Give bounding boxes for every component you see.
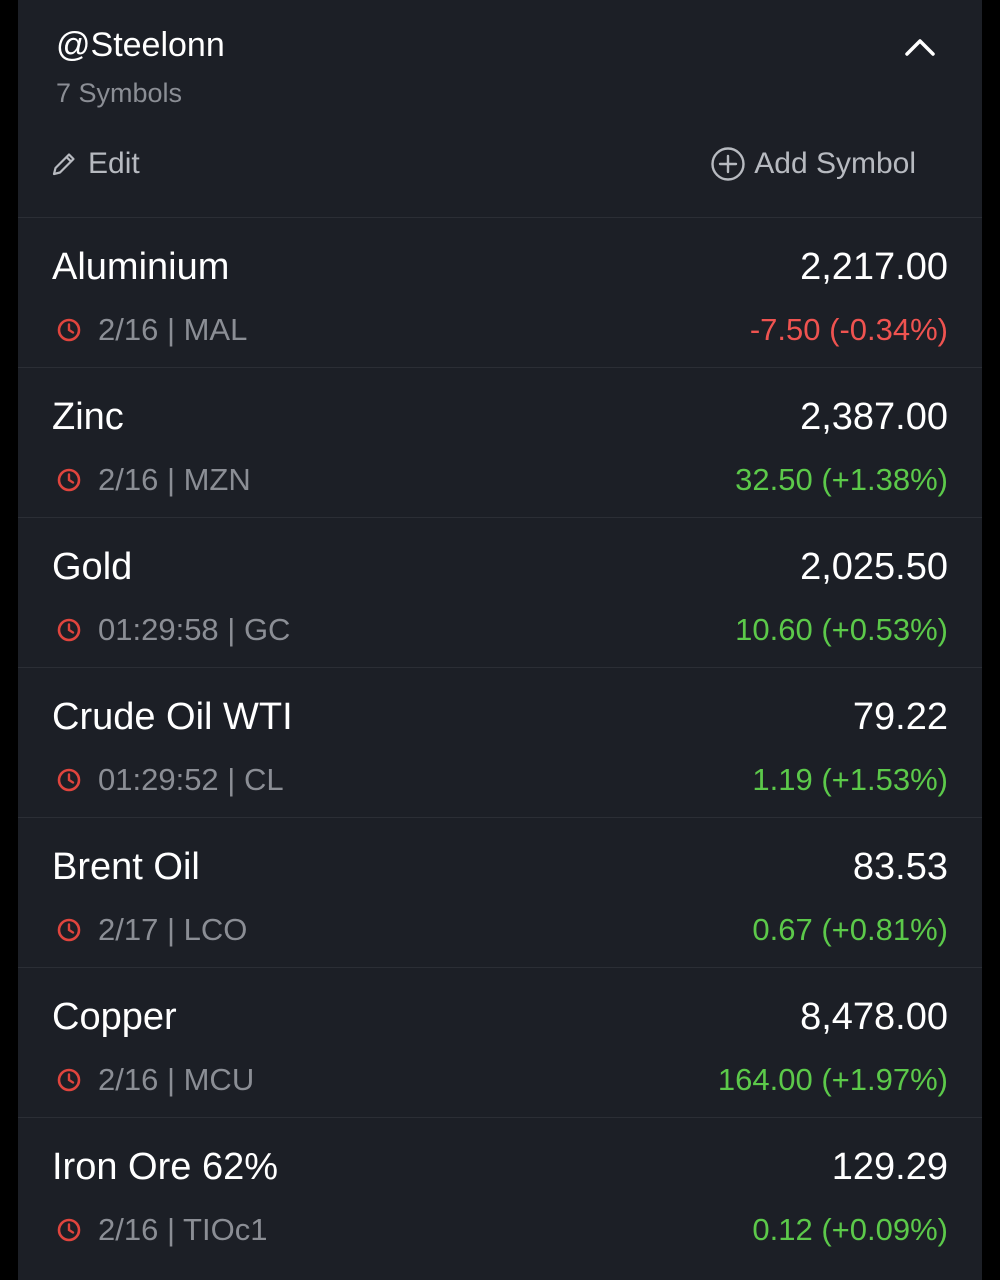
symbol-row[interactable]: Iron Ore 62% 129.29 2/16 | TIOc1 0.12 (+…	[18, 1118, 982, 1268]
symbol-price: 83.53	[852, 846, 948, 888]
symbol-meta: 2/16 | MZN	[56, 462, 251, 498]
add-symbol-label: Add Symbol	[754, 147, 916, 180]
symbol-price: 2,217.00	[800, 246, 948, 288]
symbol-name: Brent Oil	[52, 846, 200, 888]
clock-icon	[57, 1068, 81, 1092]
collapse-button[interactable]	[902, 30, 938, 66]
symbol-name: Aluminium	[52, 246, 230, 288]
symbol-meta: 2/17 | LCO	[56, 912, 247, 948]
symbol-change: 0.67 (+0.81%)	[752, 912, 948, 947]
add-symbol-button[interactable]: Add Symbol	[710, 142, 916, 186]
symbol-meta: 2/16 | MCU	[56, 1062, 254, 1098]
symbol-change: -7.50 (-0.34%)	[749, 312, 948, 347]
symbol-change: 32.50 (+1.38%)	[735, 462, 948, 497]
symbol-price: 129.29	[831, 1146, 948, 1188]
symbol-row[interactable]: Gold 2,025.50 01:29:58 | GC 10.60 (+0.53…	[18, 518, 982, 668]
symbol-meta-text: 2/17 | LCO	[98, 912, 248, 947]
symbol-meta: 01:29:52 | CL	[56, 762, 284, 798]
clock-icon	[57, 618, 81, 642]
symbol-count: 7 Symbols	[56, 78, 183, 108]
symbol-change: 10.60 (+0.53%)	[735, 612, 948, 647]
edit-button[interactable]: Edit	[50, 144, 140, 184]
symbol-meta-text: 2/16 | MAL	[98, 312, 248, 347]
symbol-name: Gold	[52, 546, 133, 588]
chevron-up-icon	[905, 39, 935, 56]
symbol-row[interactable]: Copper 8,478.00 2/16 | MCU 164.00 (+1.97…	[18, 968, 982, 1118]
symbol-meta: 01:29:58 | GC	[56, 612, 290, 648]
symbol-price: 79.22	[852, 696, 948, 738]
symbol-price: 2,025.50	[800, 546, 948, 588]
symbol-name: Iron Ore 62%	[52, 1146, 278, 1188]
plus-circle-icon	[711, 147, 745, 181]
symbol-row[interactable]: Brent Oil 83.53 2/17 | LCO 0.67 (+0.81%)	[18, 818, 982, 968]
symbol-price: 8,478.00	[800, 996, 948, 1038]
symbol-name: Copper	[52, 996, 177, 1038]
symbol-row[interactable]: Zinc 2,387.00 2/16 | MZN 32.50 (+1.38%)	[18, 368, 982, 518]
symbol-meta: 2/16 | TIOc1	[56, 1212, 267, 1248]
edit-label: Edit	[88, 147, 140, 180]
symbol-meta-text: 2/16 | TIOc1	[98, 1212, 268, 1247]
symbol-meta-text: 01:29:58 | GC	[98, 612, 291, 647]
pencil-icon	[52, 153, 75, 176]
symbol-price: 2,387.00	[800, 396, 948, 438]
symbol-list: Aluminium 2,217.00 2/16 | MAL -7.50 (-0.…	[18, 218, 982, 1268]
symbol-row[interactable]: Crude Oil WTI 79.22 01:29:52 | CL 1.19 (…	[18, 668, 982, 818]
symbol-meta-text: 2/16 | MCU	[98, 1062, 255, 1097]
clock-icon	[57, 768, 81, 792]
symbol-change: 0.12 (+0.09%)	[752, 1212, 948, 1247]
watchlist-panel: @Steelonn 7 Symbols Edit Add Symbol Alum	[18, 0, 982, 1280]
clock-icon	[57, 1218, 81, 1242]
symbol-meta-text: 01:29:52 | CL	[98, 762, 284, 797]
symbol-meta: 2/16 | MAL	[56, 312, 247, 348]
symbol-row[interactable]: Aluminium 2,217.00 2/16 | MAL -7.50 (-0.…	[18, 218, 982, 368]
symbol-change: 1.19 (+1.53%)	[752, 762, 948, 797]
symbol-name: Crude Oil WTI	[52, 696, 293, 738]
watchlist-header: @Steelonn 7 Symbols Edit Add Symbol	[18, 0, 982, 218]
symbol-meta-text: 2/16 | MZN	[98, 462, 251, 497]
symbol-change: 164.00 (+1.97%)	[717, 1062, 948, 1097]
watchlist-title: @Steelonn	[56, 26, 225, 64]
clock-icon	[57, 468, 81, 492]
clock-icon	[57, 918, 81, 942]
clock-icon	[57, 318, 81, 342]
symbol-name: Zinc	[52, 396, 124, 438]
